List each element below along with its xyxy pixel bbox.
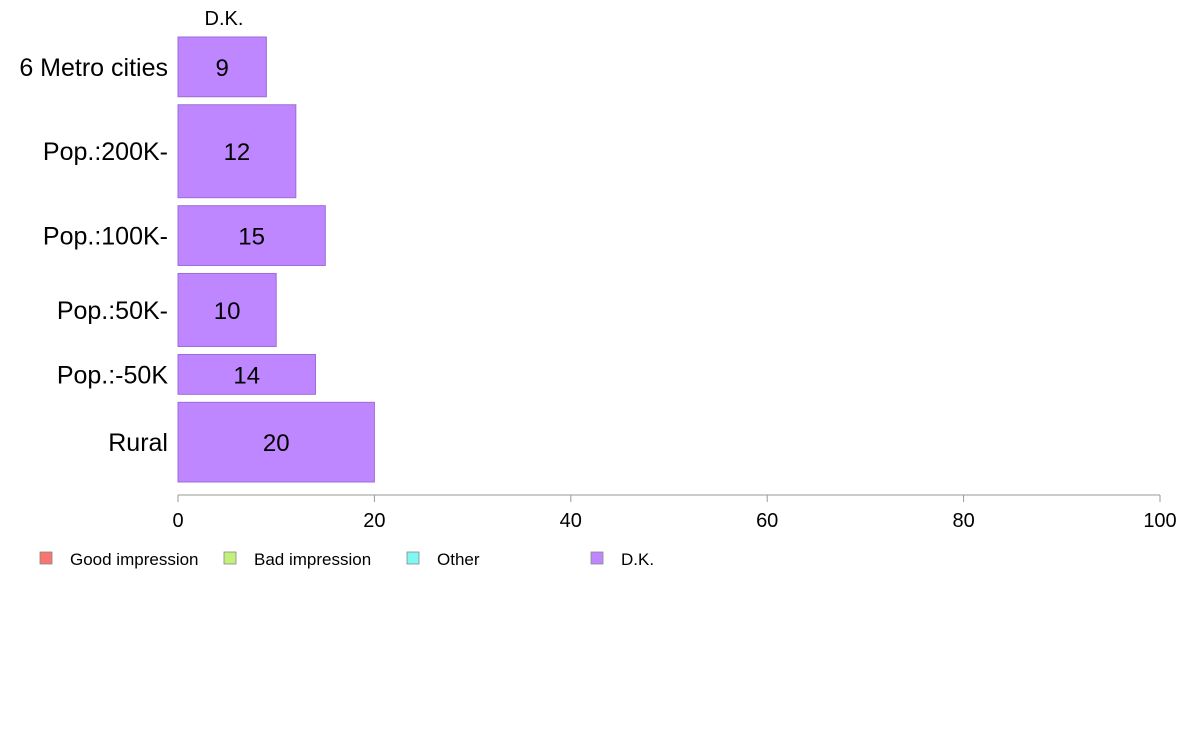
x-tick-label: 80	[952, 510, 974, 532]
x-tick-label: 60	[756, 510, 778, 532]
category-label: Pop.:50K-	[57, 297, 168, 325]
x-tick-label: 0	[172, 510, 183, 532]
legend-swatch	[590, 551, 604, 565]
column-top-label: D.K.	[205, 8, 244, 30]
legend: Good impression Bad impression Other D.K.	[39, 550, 654, 569]
bar-value-label: 10	[214, 298, 241, 325]
bar-value-label: 14	[233, 362, 260, 389]
top-label-layer: D.K.	[205, 8, 244, 30]
legend-swatch	[406, 551, 420, 565]
bar	[177, 272, 277, 347]
legend-entry-label: Other	[437, 550, 480, 569]
x-tick-label: 100	[1143, 510, 1176, 532]
category-label: Rural	[108, 429, 168, 457]
bar-value-label: 15	[238, 224, 265, 251]
category-label: Pop.:-50K	[57, 361, 169, 389]
category-label: 6 Metro cities	[19, 54, 168, 82]
legend-entry-label: D.K.	[621, 550, 654, 569]
legend-swatch	[223, 551, 237, 565]
bar	[177, 36, 267, 98]
legend-entry-label: Good impression	[70, 550, 199, 569]
bars-layer: 9 6 Metro cities 12 Pop.:200K- 15 Pop.:100K- 1…	[19, 36, 375, 483]
bar	[177, 353, 316, 395]
x-tick-label: 40	[560, 510, 582, 532]
bar-value-label: 9	[216, 55, 229, 82]
bar	[177, 401, 375, 483]
bar	[177, 104, 297, 199]
category-label: Pop.:100K-	[43, 223, 168, 251]
x-tick-label: 20	[363, 510, 385, 532]
bar-value-label: 20	[263, 430, 290, 457]
bar-value-label: 12	[224, 139, 251, 166]
legend-entry-label: Bad impression	[254, 550, 371, 569]
bar	[177, 205, 326, 266]
x-axis: 0 20 40 60 80 100	[172, 494, 1177, 532]
legend-swatch	[39, 551, 53, 565]
category-label: Pop.:200K-	[43, 138, 168, 166]
